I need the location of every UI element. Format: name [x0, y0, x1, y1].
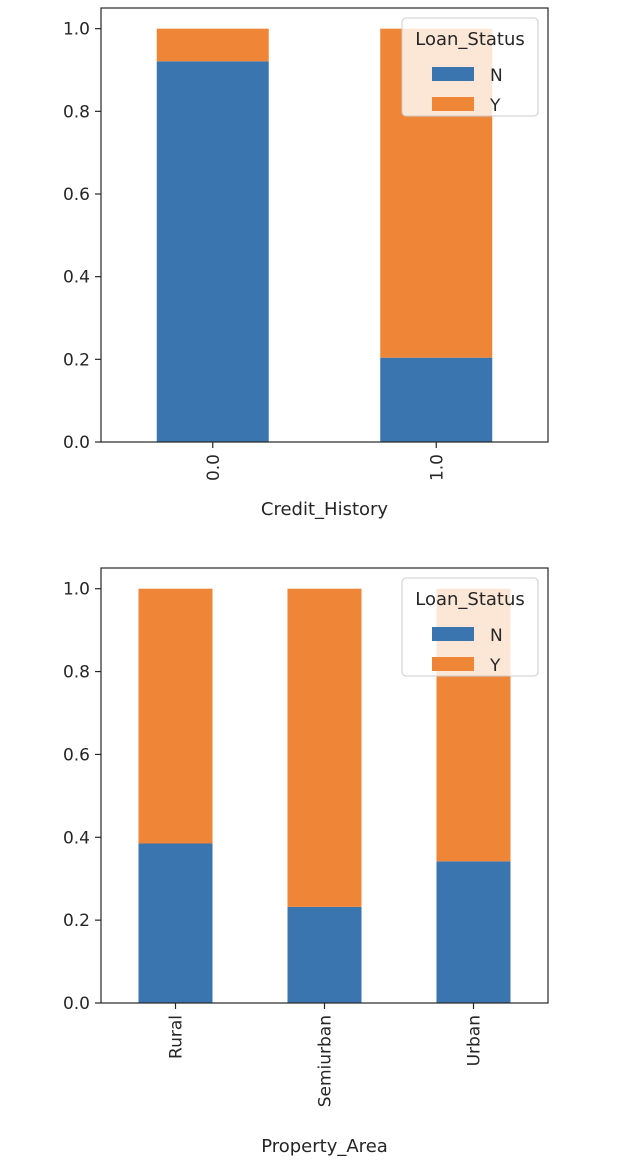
bar-n-1-0 [380, 357, 493, 442]
legend-title: Loan_Status [415, 589, 525, 610]
legend-swatch-y [432, 657, 474, 671]
legend: Loan_Status NY [401, 17, 539, 117]
y-tick-label: 0.4 [63, 828, 90, 848]
y-tick-label: 0.8 [63, 102, 90, 122]
x-tick-label: 0.0 [204, 454, 224, 481]
y-tick-label: 1.0 [63, 580, 90, 600]
bar-n-urban [436, 861, 511, 1003]
credit-history-chart: 0.0 0.2 0.4 0.6 0.8 1.0 0.0 1.0 Credit_History Lo… [63, 7, 549, 520]
legend-label-n: N [490, 66, 503, 86]
y-tick-label: 0.6 [63, 745, 90, 765]
y-tick-label: 0.6 [63, 185, 90, 205]
bar-y-semiurban [287, 588, 362, 907]
y-tick-label: 0.4 [63, 268, 90, 288]
bar-n-0-0 [156, 61, 269, 442]
x-axis-label: Property_Area [261, 1136, 388, 1157]
y-tick-label: 0.8 [63, 663, 90, 683]
x-tick-label: Semiurban [316, 1015, 336, 1107]
legend-swatch-n [432, 627, 474, 641]
bar-y-0-0 [156, 28, 269, 62]
y-tick-label: 0.2 [63, 350, 90, 370]
y-tick-label: 0.0 [63, 433, 90, 453]
legend-label-y: Y [489, 656, 501, 676]
legend-label-y: Y [489, 96, 501, 116]
bar-y-rural [138, 588, 213, 844]
property-area-chart: 0.0 0.2 0.4 0.6 0.8 1.0 Rural Semiurban Urban Pro… [63, 567, 549, 1157]
legend-label-n: N [490, 626, 503, 646]
axes-frame [100, 7, 549, 443]
y-tick-label: 0.2 [63, 911, 90, 931]
bar-n-rural [138, 843, 213, 1003]
x-tick-label: Rural [167, 1015, 187, 1059]
x-axis-label: Credit_History [261, 499, 389, 520]
bar-n-semiurban [287, 906, 362, 1003]
y-tick-label: 1.0 [63, 20, 90, 40]
y-tick-label: 0.0 [63, 994, 90, 1014]
legend: Loan_Status NY [401, 577, 539, 677]
legend-title: Loan_Status [415, 29, 525, 50]
x-tick-label: 1.0 [427, 454, 447, 481]
legend-swatch-n [432, 67, 474, 81]
legend-swatch-y [432, 97, 474, 111]
x-tick-label: Urban [465, 1015, 485, 1066]
